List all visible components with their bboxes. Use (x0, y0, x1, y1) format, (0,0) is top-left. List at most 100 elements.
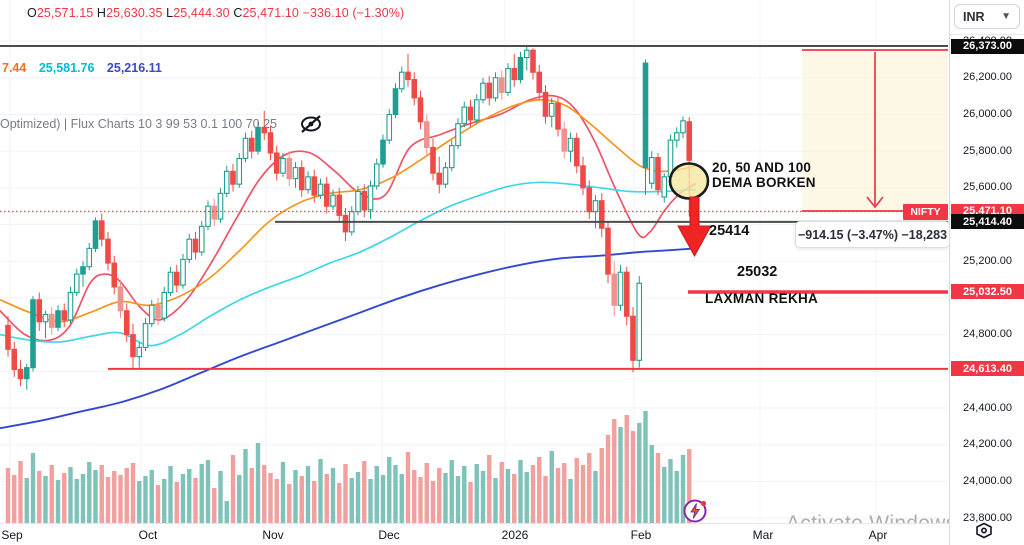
price-axis[interactable]: INR ▼ 26,400.0026,200.0026,000.0025,800.… (949, 0, 1024, 545)
volume-bar (593, 471, 598, 523)
volume-bar (505, 469, 511, 523)
candle (142, 323, 149, 349)
volume-bar (293, 470, 298, 523)
volume-bar (262, 465, 267, 523)
candle (148, 304, 155, 325)
volume-bar (312, 481, 317, 523)
candle (430, 146, 436, 174)
volume-bar (524, 472, 529, 523)
candle (155, 304, 161, 319)
candle (267, 132, 274, 154)
volume-bar (99, 465, 104, 523)
price-axis-badge: 25,032.50 (951, 284, 1024, 300)
volume-bar (474, 464, 479, 523)
candle (61, 310, 68, 321)
volume-bar (118, 475, 123, 523)
candle (448, 145, 455, 169)
dema-cross-circle[interactable] (668, 162, 710, 200)
price-tick-label: 24,200.00 (963, 438, 1012, 451)
support-25032-label[interactable]: 25032 (737, 264, 778, 280)
dema20-line (0, 94, 696, 342)
laxman-rekha-label[interactable]: LAXMAN REKHA (705, 291, 819, 306)
volume-bar (199, 464, 204, 523)
candle (561, 128, 568, 152)
volume-bar (155, 485, 161, 523)
indicator-title: Optimized) | Flux Charts 10 3 99 53 0.1 … (0, 117, 278, 131)
volume-bar (649, 445, 654, 523)
volume-bar (193, 478, 198, 523)
volume-bar (387, 457, 392, 523)
candle (673, 132, 680, 141)
candle (261, 126, 268, 134)
currency-dropdown[interactable]: INR ▼ (954, 4, 1020, 29)
dema-broken-note[interactable]: 20, 50 AND 100 DEMA BORKEN (712, 160, 816, 190)
axis-separator (950, 34, 1024, 35)
candle (467, 106, 474, 121)
volume-bar (374, 466, 379, 523)
volume-bar (612, 419, 617, 523)
volume-bar (605, 435, 611, 523)
volume-bar (655, 453, 661, 523)
candle (586, 187, 593, 213)
candle (161, 291, 168, 319)
volume-bar (80, 474, 86, 523)
dema100-value: 25,581.76 (38, 61, 95, 75)
candle (180, 258, 186, 286)
volume-bar (480, 471, 486, 523)
ma-values-row: 7.44 25,581.76 25,216.11 (2, 61, 171, 75)
candle (548, 102, 555, 117)
volume-bar (624, 415, 629, 523)
volume-bar (149, 470, 154, 523)
candle (455, 123, 461, 147)
volume-bar (393, 465, 398, 523)
volume-bar (5, 468, 11, 523)
candle (436, 172, 443, 185)
candle (461, 106, 468, 125)
flux-lightning-icon[interactable] (682, 498, 708, 524)
candle (323, 183, 330, 207)
volume-bar (449, 460, 454, 523)
low-value: 25,444.30 (173, 6, 230, 20)
candle (373, 163, 380, 187)
candle (392, 88, 399, 115)
volume-bar (343, 464, 348, 523)
volume-bar (299, 476, 304, 523)
price-target-25414-label[interactable]: 25414 (709, 223, 750, 239)
candle (317, 183, 324, 196)
price-tick-label: 24,000.00 (963, 474, 1012, 487)
candle (480, 82, 486, 101)
volume-bar (130, 463, 136, 523)
price-tick-label: 25,200.00 (963, 254, 1012, 267)
indicator-title-row: Optimized) | Flux Charts 10 3 99 53 0.1 … (0, 117, 277, 131)
time-axis-label: Oct (138, 528, 158, 542)
volume-bar (24, 478, 29, 523)
candle (5, 324, 11, 350)
volume-bar (437, 468, 442, 523)
volume-bar (455, 476, 461, 523)
axis-settings-icon[interactable] (974, 522, 994, 539)
candle (498, 77, 505, 93)
candle (211, 205, 218, 220)
eye-off-icon[interactable] (298, 113, 324, 135)
volume-bar (124, 468, 129, 523)
time-axis[interactable]: Sep Oct Nov Dec 2026 Feb Mar Apr (0, 523, 949, 545)
candle (648, 157, 655, 184)
nifty-price-tag: NIFTY (903, 204, 948, 220)
price-tick-label: 24,800.00 (963, 328, 1012, 341)
open-value: 25,571.15 (36, 6, 94, 20)
candle (417, 97, 424, 123)
price-axis-badge: 25,414.40 (951, 214, 1024, 230)
candle (542, 91, 549, 117)
candle (336, 194, 343, 216)
volume-bar (137, 481, 142, 523)
candle (42, 313, 49, 323)
volume-bar (37, 471, 42, 523)
breakdown-arrow[interactable] (677, 196, 712, 258)
candle (398, 71, 405, 90)
dema-broken-note-line2: DEMA BORKEN (712, 175, 816, 190)
candle (517, 57, 524, 81)
volume-bar (443, 473, 448, 523)
volume-bar (218, 471, 223, 523)
volume-bar (330, 468, 336, 523)
